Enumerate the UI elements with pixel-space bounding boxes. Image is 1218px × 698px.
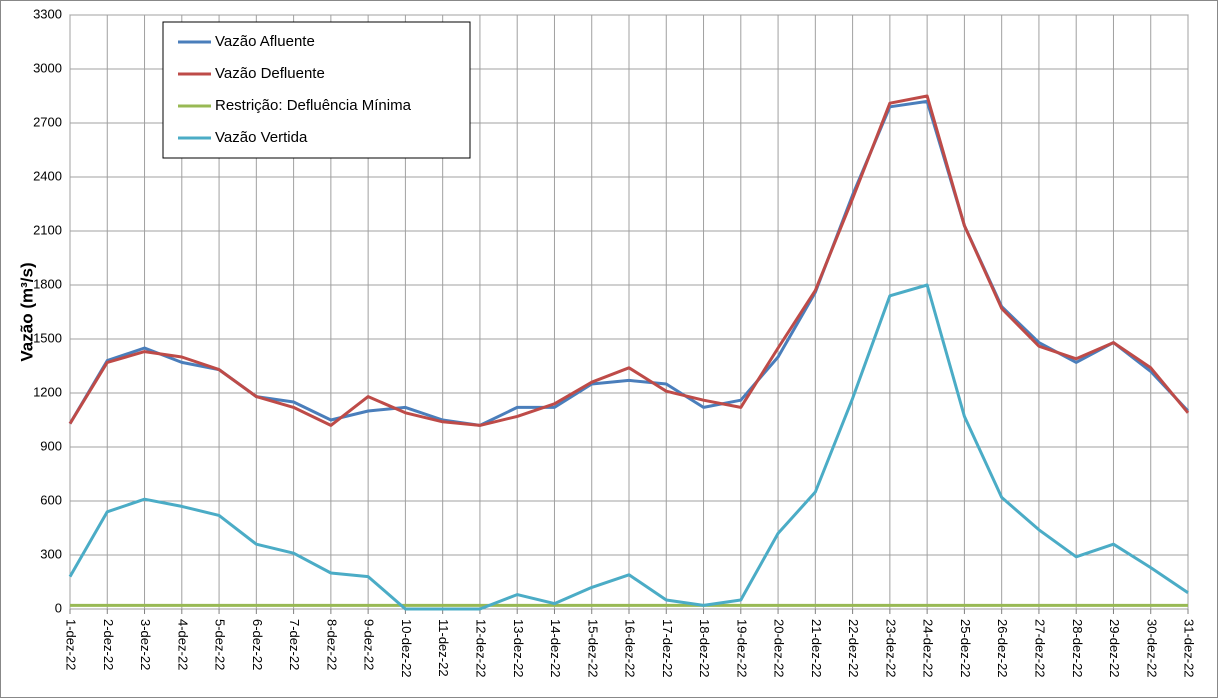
x-tick-label: 23-dez-22	[883, 619, 898, 678]
y-tick-label: 1200	[33, 384, 62, 399]
x-tick-label: 21-dez-22	[809, 619, 824, 678]
y-tick-label: 3000	[33, 60, 62, 75]
x-tick-label: 29-dez-22	[1107, 619, 1122, 678]
x-tick-label: 6-dez-22	[250, 619, 265, 670]
legend-label: Vazão Defluente	[215, 65, 325, 82]
x-tick-label: 15-dez-22	[585, 619, 600, 678]
x-tick-label: 20-dez-22	[772, 619, 787, 678]
y-tick-label: 2700	[33, 114, 62, 129]
y-tick-label: 3300	[33, 6, 62, 21]
x-tick-label: 28-dez-22	[1070, 619, 1085, 678]
x-tick-label: 1-dez-22	[64, 619, 79, 670]
x-tick-label: 26-dez-22	[995, 619, 1010, 678]
series-line	[68, 283, 1189, 611]
y-tick-label: 0	[55, 600, 62, 615]
x-tick-label: 19-dez-22	[734, 619, 749, 678]
y-tick-label: 900	[40, 438, 62, 453]
x-tick-label: 25-dez-22	[958, 619, 973, 678]
legend-label: Restrição: Defluência Mínima	[215, 97, 412, 114]
x-tick-label: 31-dez-22	[1182, 619, 1197, 678]
y-axis-label: Vazão (m³/s)	[17, 262, 36, 361]
x-tick-label: 17-dez-22	[660, 619, 675, 678]
x-tick-label: 24-dez-22	[921, 619, 936, 678]
y-tick-label: 2400	[33, 168, 62, 183]
y-tick-label: 2100	[33, 222, 62, 237]
x-tick-label: 2-dez-22	[101, 619, 116, 670]
x-tick-label: 4-dez-22	[175, 619, 190, 670]
x-tick-label: 13-dez-22	[511, 619, 526, 678]
y-tick-label: 1800	[33, 276, 62, 291]
x-tick-label: 14-dez-22	[548, 619, 563, 678]
x-tick-label: 27-dez-22	[1032, 619, 1047, 678]
y-tick-label: 1500	[33, 330, 62, 345]
legend-label: Vazão Vertida	[215, 129, 308, 146]
x-tick-label: 11-dez-22	[436, 619, 451, 677]
y-tick-label: 300	[40, 546, 62, 561]
x-tick-label: 12-dez-22	[473, 619, 488, 678]
x-tick-label: 18-dez-22	[697, 619, 712, 678]
x-tick-label: 9-dez-22	[362, 619, 377, 670]
x-tick-label: 5-dez-22	[213, 619, 228, 670]
legend-box	[162, 21, 471, 159]
series-line	[68, 94, 1190, 427]
x-tick-label: 30-dez-22	[1144, 619, 1159, 678]
x-tick-label: 3-dez-22	[138, 619, 153, 670]
x-tick-label: 7-dez-22	[287, 619, 302, 670]
x-tick-label: 16-dez-22	[623, 619, 638, 678]
x-tick-label: 8-dez-22	[324, 619, 339, 670]
x-tick-label: 10-dez-22	[399, 619, 414, 678]
x-tick-label: 22-dez-22	[846, 619, 861, 678]
y-tick-label: 600	[40, 492, 62, 507]
legend-label: Vazão Afluente	[215, 33, 315, 50]
